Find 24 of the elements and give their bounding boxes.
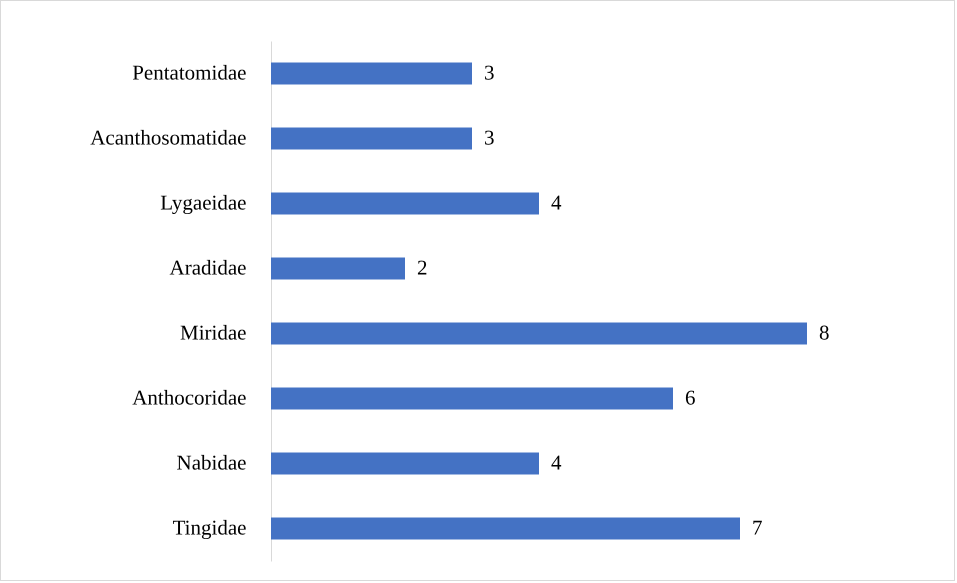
y-tick-label: Miridae [180,320,246,344]
y-tick-label: Tingidae [172,516,246,540]
data-label: 3 [484,60,494,84]
data-label: 6 [685,386,696,410]
bar [271,517,740,540]
y-tick-label: Acanthosomatidae [90,126,246,150]
bar [271,452,539,475]
y-tick-label: Anthocoridae [132,386,246,410]
data-label: 2 [417,256,428,280]
bar [271,192,539,215]
y-tick-label: Aradidae [170,256,246,280]
data-label: 8 [819,320,830,344]
y-tick-label: Nabidae [176,450,246,474]
bar [271,62,472,85]
y-tick-label: Lygaeidae [160,190,246,214]
bar [271,257,405,280]
data-label: 3 [484,126,494,150]
bar [271,387,673,410]
data-label: 7 [752,516,762,540]
data-label: 4 [551,190,562,214]
data-label: 4 [551,450,562,474]
bar [271,127,472,150]
bar [271,322,807,345]
y-tick-label: Pentatomidae [132,60,246,84]
